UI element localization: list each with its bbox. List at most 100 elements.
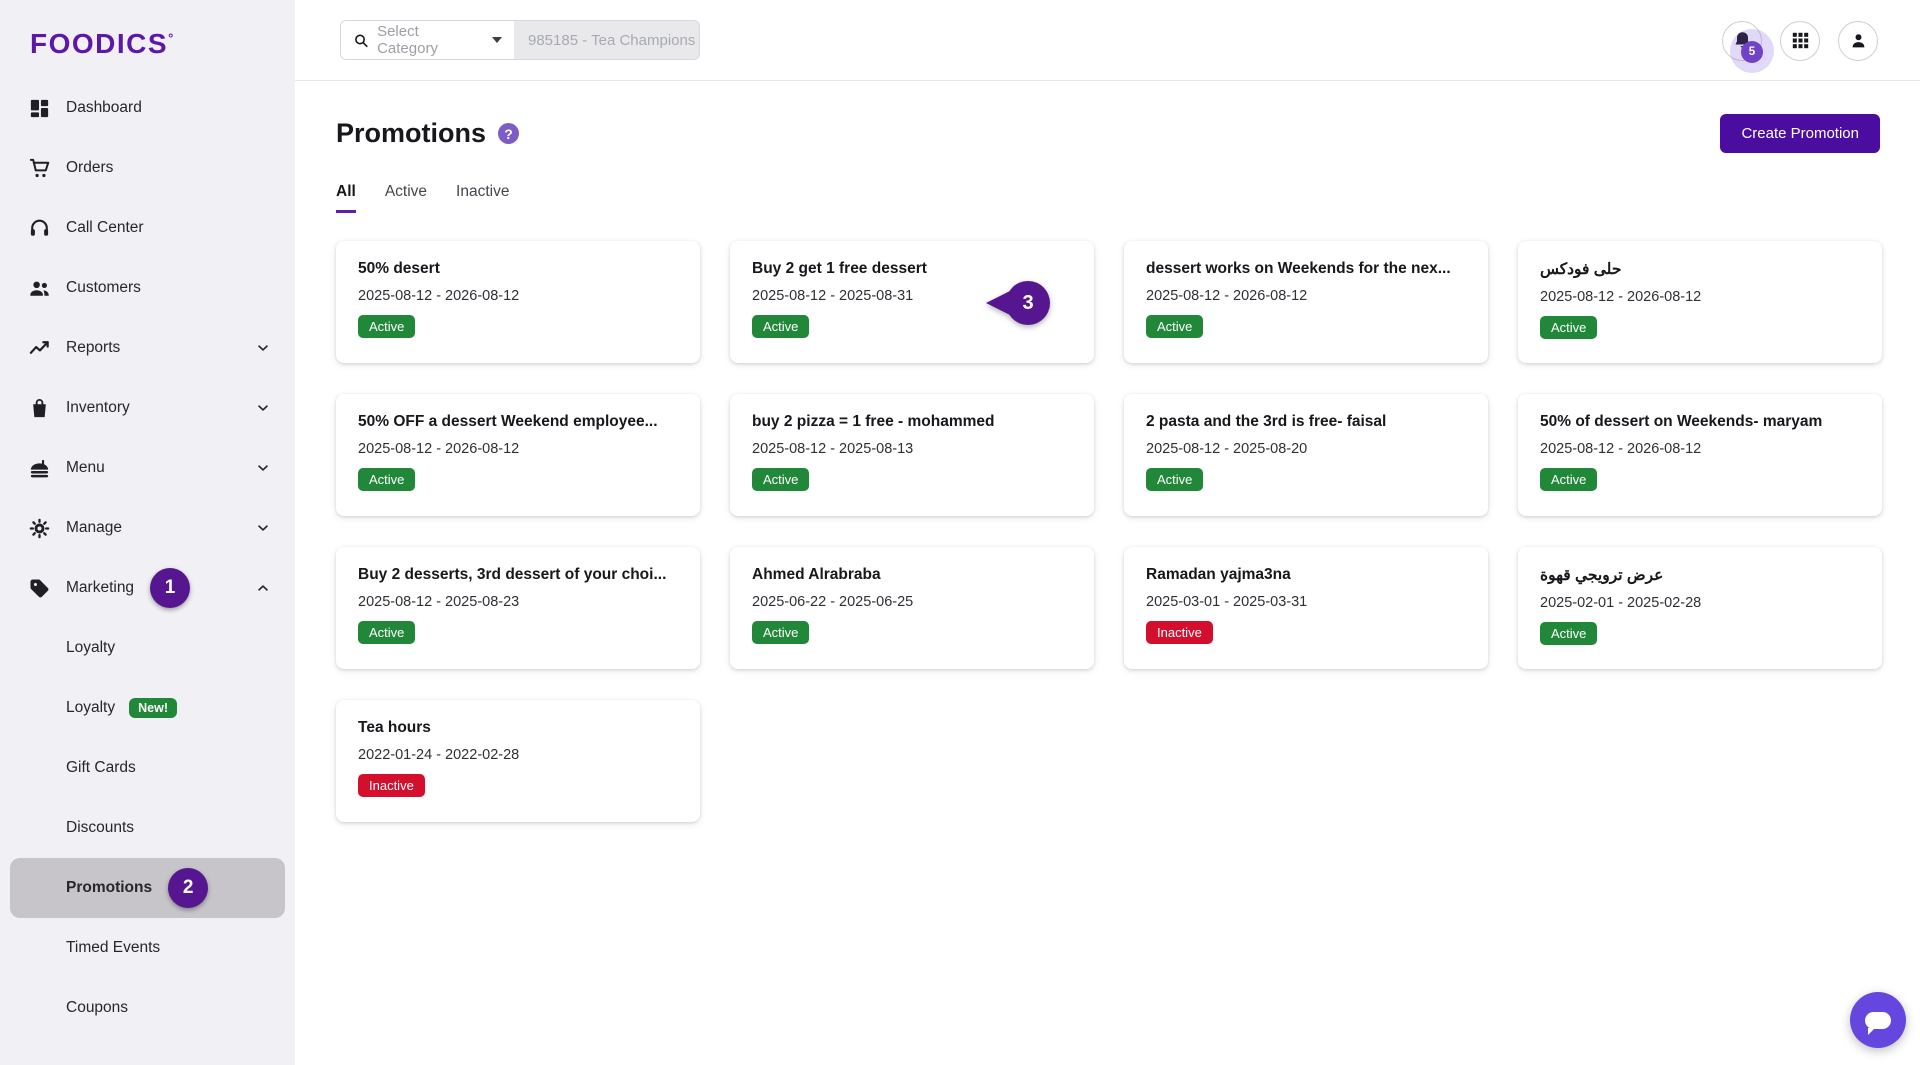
topbar-icons: 5 [1722, 0, 1878, 81]
main-content: Promotions ? Create Promotion All Active… [295, 81, 1920, 1065]
sidebar-item-marketing[interactable]: Marketing 1 [0, 558, 295, 618]
promotion-card[interactable]: Ahmed Alrabraba 2025-06-22 - 2025-06-25 Ac… [730, 547, 1094, 669]
promotion-name: عرض ترويجي قهوة [1540, 567, 1664, 584]
sidebar-item-gift-cards[interactable]: Gift Cards [0, 738, 295, 798]
sidebar-nav: Dashboard Orders Call Center Customers Repor… [0, 78, 295, 1038]
sidebar-item-promotions[interactable]: Promotions 2 [10, 858, 285, 918]
promotion-card[interactable]: Tea hours 2022-01-24 - 2022-02-28 Inactive [336, 700, 700, 822]
sidebar-item-orders[interactable]: Orders [0, 138, 295, 198]
promotion-name: 2 pasta and the 3rd is free- faisal [1146, 413, 1387, 430]
chat-widget-button[interactable] [1850, 992, 1906, 1048]
chevron-down-icon [255, 520, 271, 536]
sidebar-item-label: Discounts [66, 819, 135, 836]
global-search: Select Category [340, 20, 700, 60]
sidebar-item-label: Gift Cards [66, 759, 136, 776]
promotion-name: Ahmed Alrabraba [752, 566, 881, 583]
sidebar-item-label: Menu [66, 459, 105, 476]
status-badge: Active [752, 468, 810, 491]
promotion-dates: 2025-08-12 - 2025-08-31 [752, 288, 914, 304]
promotion-card[interactable]: dessert works on Weekends for the nex...… [1124, 241, 1488, 363]
promotion-name: 50% desert [358, 260, 440, 277]
help-icon[interactable]: ? [498, 123, 520, 144]
status-badge: Active [1540, 622, 1598, 645]
grid-icon [1792, 32, 1808, 49]
category-select-label: Select Category [377, 23, 438, 57]
cart-icon [28, 157, 51, 180]
promotion-name: 50% OFF a dessert Weekend employee... [358, 413, 658, 430]
chevron-down-icon [255, 460, 271, 476]
promotion-card[interactable]: 50% of dessert on Weekends- maryam 2025-0… [1518, 394, 1882, 516]
sidebar-item-dashboard[interactable]: Dashboard [0, 78, 295, 138]
status-badge: Active [358, 468, 416, 491]
sidebar-item-label: Dashboard [66, 99, 142, 116]
sidebar-item-discounts[interactable]: Discounts [0, 798, 295, 858]
promotion-card[interactable]: 50% desert 2025-08-12 - 2026-08-12 Active [336, 241, 700, 363]
status-badge: Active [1146, 315, 1204, 338]
promotion-dates: 2025-02-01 - 2025-02-28 [1540, 595, 1702, 611]
status-badge: Inactive [358, 774, 425, 797]
tab-inactive[interactable]: Inactive [456, 183, 510, 200]
sidebar-item-label: Customers [66, 279, 141, 296]
promotion-dates: 2025-08-12 - 2025-08-13 [752, 441, 914, 457]
tag-icon [28, 577, 51, 600]
sidebar-item-reports[interactable]: Reports [0, 318, 295, 378]
chevron-down-icon [255, 340, 271, 356]
category-select[interactable]: Select Category [341, 21, 514, 59]
search-icon [353, 32, 369, 49]
chevron-down-icon [255, 400, 271, 416]
sidebar-item-label: Timed Events [66, 939, 161, 956]
status-badge: Active [1146, 468, 1204, 491]
promotion-card[interactable]: 2 pasta and the 3rd is free- faisal 2025-… [1124, 394, 1488, 516]
promotion-name: Ramadan yajma3na [1146, 566, 1291, 583]
promotion-dates: 2025-08-12 - 2026-08-12 [1540, 441, 1702, 457]
promotion-card[interactable]: حلى فودكس 2025-08-12 - 2026-08-12 Active [1518, 241, 1882, 363]
notifications-button[interactable]: 5 [1722, 20, 1774, 73]
notification-count-badge: 5 [1741, 40, 1763, 63]
promotion-dates: 2025-06-22 - 2025-06-25 [752, 594, 914, 610]
sidebar-item-label: Call Center [66, 219, 144, 236]
sidebar-item-label: Loyalty [66, 699, 116, 716]
promotion-card[interactable]: buy 2 pizza = 1 free - mohammed 2025-08-1… [730, 394, 1094, 516]
chat-bubble-icon [1865, 1011, 1891, 1035]
branch-search-input[interactable] [514, 21, 699, 59]
sidebar-item-coupons[interactable]: Coupons [0, 978, 295, 1038]
status-badge: Active [358, 315, 416, 338]
account-button[interactable] [1838, 20, 1878, 61]
promotion-card[interactable]: 50% OFF a dessert Weekend employee... 202… [336, 394, 700, 516]
promotion-name: 50% of dessert on Weekends- maryam [1540, 413, 1823, 430]
promotion-dates: 2025-03-01 - 2025-03-31 [1146, 594, 1308, 610]
sidebar-item-manage[interactable]: Manage [0, 498, 295, 558]
tab-active[interactable]: Active [384, 183, 428, 200]
promotion-card[interactable]: Buy 2 desserts, 3rd dessert of your choi… [336, 547, 700, 669]
chevron-down-icon [492, 37, 502, 43]
promotion-name: Buy 2 desserts, 3rd dessert of your choi… [358, 566, 667, 583]
logo-text: FOODICS [30, 28, 169, 59]
people-icon [28, 277, 51, 300]
promotion-card[interactable]: Ramadan yajma3na 2025-03-01 - 2025-03-31 I… [1124, 547, 1488, 669]
promotion-dates: 2022-01-24 - 2022-02-28 [358, 747, 520, 763]
chevron-up-icon [255, 580, 271, 596]
create-promotion-button[interactable]: Create Promotion [1720, 114, 1880, 153]
sidebar-item-label: Marketing [66, 579, 135, 596]
promotion-card[interactable]: Buy 2 get 1 free dessert 2025-08-12 - 202… [730, 241, 1094, 363]
annotation-step-2: 2 [168, 868, 209, 908]
sidebar-item-loyalty[interactable]: Loyalty [0, 618, 295, 678]
tab-all[interactable]: All [336, 183, 356, 213]
promotion-dates: 2025-08-12 - 2026-08-12 [1146, 288, 1308, 304]
promotion-dates: 2025-08-12 - 2025-08-23 [358, 594, 520, 610]
sidebar-item-customers[interactable]: Customers [0, 258, 295, 318]
promotion-dates: 2025-08-12 - 2025-08-20 [1146, 441, 1308, 457]
promotions-grid: 50% desert 2025-08-12 - 2026-08-12 Active B… [336, 241, 1882, 822]
sidebar-item-timed-events[interactable]: Timed Events [0, 918, 295, 978]
bag-icon [28, 397, 51, 420]
sidebar-item-loyalty[interactable]: Loyalty New! [0, 678, 295, 738]
annotation-step-1: 1 [150, 568, 191, 608]
promotion-card[interactable]: عرض ترويجي قهوة 2025-02-01 - 2025-02-28 Ac… [1518, 547, 1882, 669]
status-badge: Active [752, 315, 810, 338]
apps-button[interactable] [1780, 20, 1820, 61]
sidebar-item-menu[interactable]: Menu [0, 438, 295, 498]
chart-icon [28, 337, 51, 360]
sidebar-item-call-center[interactable]: Call Center [0, 198, 295, 258]
sidebar-item-inventory[interactable]: Inventory [0, 378, 295, 438]
gear-icon [28, 517, 51, 540]
